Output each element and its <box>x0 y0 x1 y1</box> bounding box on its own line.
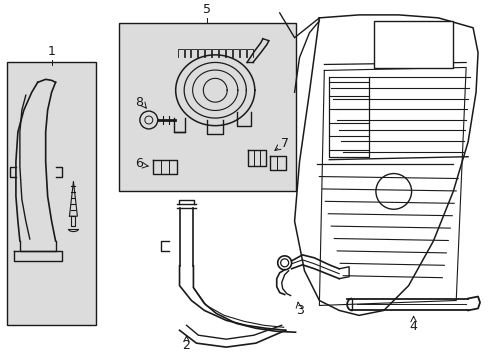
Text: 4: 4 <box>409 320 417 333</box>
Text: 7: 7 <box>280 137 288 150</box>
Text: 8: 8 <box>135 96 142 109</box>
Text: 6: 6 <box>135 157 142 170</box>
Text: 1: 1 <box>48 45 56 58</box>
Text: 3: 3 <box>295 304 303 317</box>
Bar <box>119 23 295 192</box>
Text: 5: 5 <box>203 3 211 16</box>
Bar <box>373 21 452 68</box>
Bar <box>7 63 96 325</box>
Text: 2: 2 <box>182 339 190 352</box>
